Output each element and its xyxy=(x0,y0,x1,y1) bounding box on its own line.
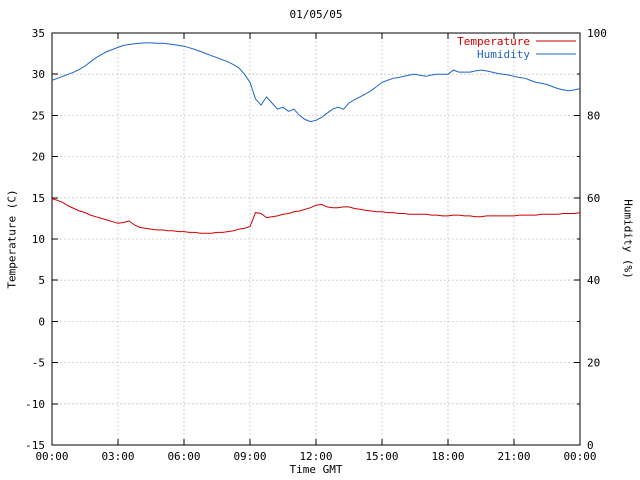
left-tick-label: 25 xyxy=(32,109,45,122)
right-tick-label: 100 xyxy=(587,27,607,40)
right-axis-title: Humidity (%) xyxy=(621,199,635,279)
right-tick-label: 0 xyxy=(587,439,594,452)
right-tick-label: 80 xyxy=(587,109,600,122)
left-tick-label: 10 xyxy=(32,233,45,246)
series-temperature-line xyxy=(51,198,581,234)
left-tick-label: 5 xyxy=(38,274,45,287)
x-tick-label: 06:00 xyxy=(167,450,200,463)
legend-label-humidity: Humidity xyxy=(477,48,530,61)
x-axis-title: Time GMT xyxy=(289,463,343,476)
x-tick-label: 09:00 xyxy=(233,450,266,463)
series-humidity-line xyxy=(51,42,581,123)
chart-title: 01/05/05 xyxy=(289,8,343,21)
x-tick-label: 00:00 xyxy=(35,450,68,463)
left-tick-label: -10 xyxy=(25,398,45,411)
x-tick-label: 21:00 xyxy=(497,450,530,463)
left-tick-label: 0 xyxy=(38,315,45,328)
left-tick-label: -5 xyxy=(32,357,45,370)
x-tick-label: 00:00 xyxy=(563,450,596,463)
x-tick-label: 15:00 xyxy=(365,450,398,463)
x-tick-label: 18:00 xyxy=(431,450,464,463)
left-axis-title: Temperature (C) xyxy=(5,189,19,289)
left-tick-label: 20 xyxy=(32,151,45,164)
legend-label-temperature: Temperature xyxy=(457,35,530,48)
left-tick-label: 30 xyxy=(32,68,45,81)
x-tick-label: 12:00 xyxy=(299,450,332,463)
right-tick-label: 20 xyxy=(587,357,600,370)
left-tick-label: 35 xyxy=(32,27,45,40)
right-tick-label: 60 xyxy=(587,192,600,205)
right-tick-label: 40 xyxy=(587,274,600,287)
left-tick-label: -15 xyxy=(25,439,45,452)
left-tick-label: 15 xyxy=(32,192,45,205)
x-tick-label: 03:00 xyxy=(101,450,134,463)
